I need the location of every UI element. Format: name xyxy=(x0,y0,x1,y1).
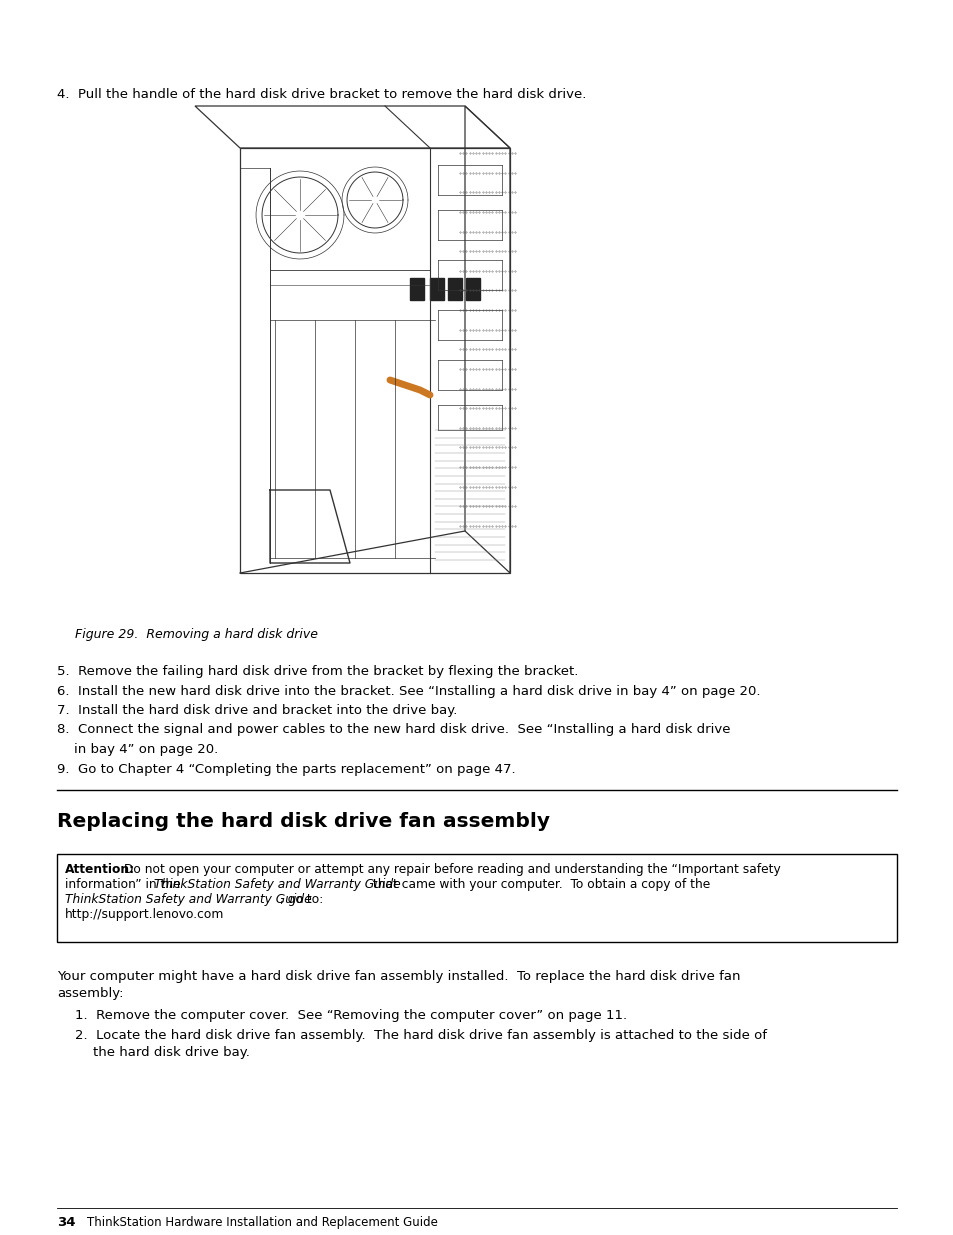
Bar xyxy=(465,278,479,300)
Text: ThinkStation Safety and Warranty Guide: ThinkStation Safety and Warranty Guide xyxy=(153,878,400,890)
Text: 9.  Go to Chapter 4 “Completing the parts replacement” on page 47.: 9. Go to Chapter 4 “Completing the parts… xyxy=(57,762,515,776)
Text: that came with your computer.  To obtain a copy of the: that came with your computer. To obtain … xyxy=(369,878,709,890)
Text: assembly:: assembly: xyxy=(57,987,123,1000)
Text: Your computer might have a hard disk drive fan assembly installed.  To replace t: Your computer might have a hard disk dri… xyxy=(57,969,740,983)
Text: 2.  Locate the hard disk drive fan assembly.  The hard disk drive fan assembly i: 2. Locate the hard disk drive fan assemb… xyxy=(75,1029,766,1042)
Text: 8.  Connect the signal and power cables to the new hard disk drive.  See “Instal: 8. Connect the signal and power cables t… xyxy=(57,724,730,736)
Text: 5.  Remove the failing hard disk drive from the bracket by flexing the bracket.: 5. Remove the failing hard disk drive fr… xyxy=(57,664,578,678)
Text: 34: 34 xyxy=(57,1216,75,1229)
Text: in bay 4” on page 20.: in bay 4” on page 20. xyxy=(57,743,218,756)
Text: Do not open your computer or attempt any repair before reading and understanding: Do not open your computer or attempt any… xyxy=(120,863,780,876)
Text: ThinkStation Safety and Warranty Guide: ThinkStation Safety and Warranty Guide xyxy=(65,893,312,906)
Text: information” in the: information” in the xyxy=(65,878,184,890)
Text: Figure 29.  Removing a hard disk drive: Figure 29. Removing a hard disk drive xyxy=(75,629,317,641)
Bar xyxy=(410,278,423,300)
Text: Replacing the hard disk drive fan assembly: Replacing the hard disk drive fan assemb… xyxy=(57,811,550,831)
Text: 4.  Pull the handle of the hard disk drive bracket to remove the hard disk drive: 4. Pull the handle of the hard disk driv… xyxy=(57,88,586,101)
Bar xyxy=(448,278,461,300)
Text: Attention:: Attention: xyxy=(65,863,135,876)
Text: 1.  Remove the computer cover.  See “Removing the computer cover” on page 11.: 1. Remove the computer cover. See “Remov… xyxy=(75,1009,626,1023)
Text: 7.  Install the hard disk drive and bracket into the drive bay.: 7. Install the hard disk drive and brack… xyxy=(57,704,456,718)
Text: 6.  Install the new hard disk drive into the bracket. See “Installing a hard dis: 6. Install the new hard disk drive into … xyxy=(57,684,760,698)
Text: http://support.lenovo.com: http://support.lenovo.com xyxy=(65,908,224,921)
Bar xyxy=(57,853,896,942)
Text: ThinkStation Hardware Installation and Replacement Guide: ThinkStation Hardware Installation and R… xyxy=(87,1216,437,1229)
Text: , go to:: , go to: xyxy=(280,893,323,906)
Bar xyxy=(430,278,443,300)
Text: the hard disk drive bay.: the hard disk drive bay. xyxy=(92,1046,250,1058)
